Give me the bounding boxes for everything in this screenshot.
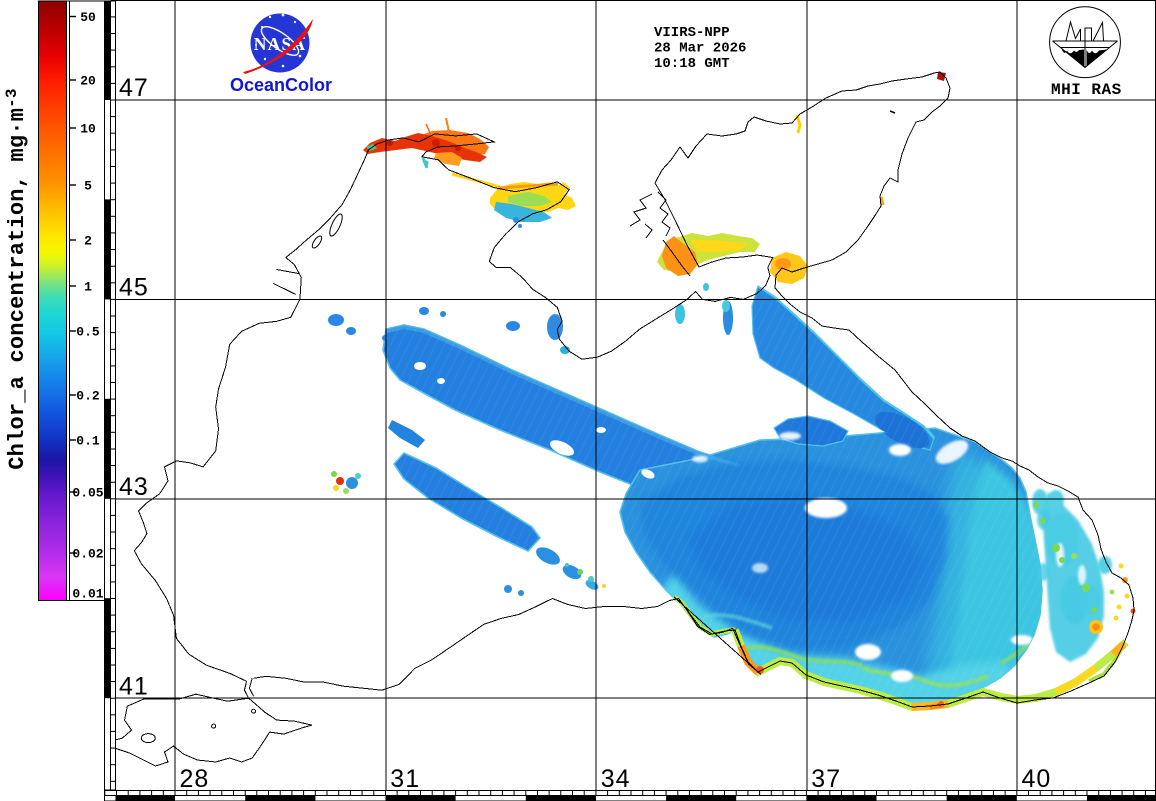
- svg-text:0.01: 0.01: [72, 587, 103, 602]
- svg-text:28: 28: [180, 765, 210, 793]
- svg-text:20: 20: [80, 74, 96, 89]
- svg-text:31: 31: [390, 765, 420, 793]
- svg-text:34: 34: [601, 765, 631, 793]
- svg-text:50: 50: [80, 10, 96, 25]
- svg-text:28 Mar 2026: 28 Mar 2026: [654, 41, 746, 57]
- svg-text:2: 2: [84, 234, 92, 249]
- svg-text:37: 37: [811, 765, 841, 793]
- svg-text:47: 47: [119, 74, 149, 102]
- svg-text:NASA: NASA: [254, 34, 306, 54]
- svg-text:0.1: 0.1: [76, 434, 100, 449]
- svg-text:5: 5: [84, 179, 92, 194]
- svg-text:43: 43: [119, 473, 149, 501]
- svg-text:0.5: 0.5: [76, 325, 100, 340]
- svg-text:41: 41: [119, 673, 149, 701]
- svg-text:45: 45: [119, 274, 149, 302]
- svg-text:MHI RAS: MHI RAS: [1051, 81, 1122, 99]
- svg-text:40: 40: [1022, 765, 1052, 793]
- svg-text:0.02: 0.02: [72, 547, 103, 562]
- svg-text:1: 1: [84, 280, 92, 295]
- svg-text:0.05: 0.05: [72, 486, 103, 501]
- svg-text:Chlor_a concentration, mg·m-3: Chlor_a concentration, mg·m-3: [3, 88, 30, 469]
- svg-text:0.2: 0.2: [76, 389, 100, 404]
- svg-text:10: 10: [80, 122, 96, 137]
- svg-text:OceanColor: OceanColor: [230, 75, 332, 95]
- svg-text:10:18 GMT: 10:18 GMT: [654, 56, 730, 72]
- svg-text:VIIRS-NPP: VIIRS-NPP: [654, 25, 730, 41]
